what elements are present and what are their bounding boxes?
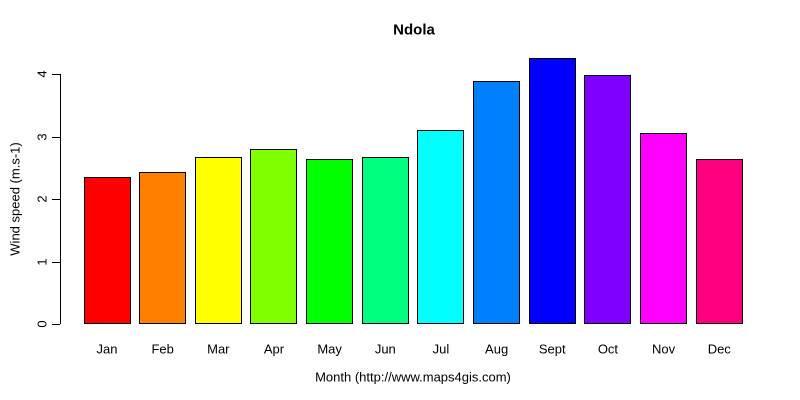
bar-sept: [528, 58, 576, 324]
bar-nov: [640, 133, 688, 324]
bar-may: [306, 159, 354, 324]
y-tick-label-1: 1: [34, 257, 50, 266]
x-tick-label-oct: Oct: [597, 341, 619, 357]
y-tick-mark-2: [52, 199, 60, 200]
bar-mar: [194, 157, 242, 324]
bar-feb: [139, 172, 187, 324]
y-tick-mark-0: [52, 324, 60, 325]
x-tick-label-aug: Aug: [485, 341, 509, 357]
bar-dec: [695, 159, 743, 324]
y-tick-mark-4: [52, 74, 60, 75]
y-axis-line: [60, 74, 61, 324]
x-axis-label: Month (http://www.maps4gis.com): [315, 369, 511, 385]
bar-jan: [83, 177, 131, 324]
y-tick-mark-3: [52, 136, 60, 138]
bar-oct: [584, 75, 632, 324]
y-axis-label: Wind speed (m.s-1): [7, 142, 23, 256]
y-tick-label-3: 3: [34, 132, 50, 141]
bar-jul: [417, 129, 465, 324]
x-tick-label-jul: Jul: [432, 341, 450, 357]
x-tick-label-mar: Mar: [207, 341, 230, 357]
x-tick-label-jun: Jun: [374, 341, 396, 357]
x-tick-label-jan: Jan: [96, 341, 118, 357]
x-tick-label-may: May: [317, 341, 342, 357]
x-tick-label-sept: Sept: [538, 341, 566, 357]
bar-jun: [361, 156, 409, 324]
x-tick-label-apr: Apr: [263, 341, 285, 357]
x-tick-label-nov: Nov: [652, 341, 676, 357]
y-tick-label-0: 0: [34, 320, 50, 328]
y-tick-mark-1: [52, 261, 60, 263]
y-tick-label-4: 4: [34, 70, 50, 78]
x-tick-label-dec: Dec: [707, 341, 731, 357]
bar-apr: [250, 149, 298, 324]
x-tick-label-feb: Feb: [151, 341, 174, 357]
bar-aug: [473, 80, 521, 324]
y-tick-label-2: 2: [34, 195, 50, 203]
chart-title: Ndola: [393, 21, 435, 39]
